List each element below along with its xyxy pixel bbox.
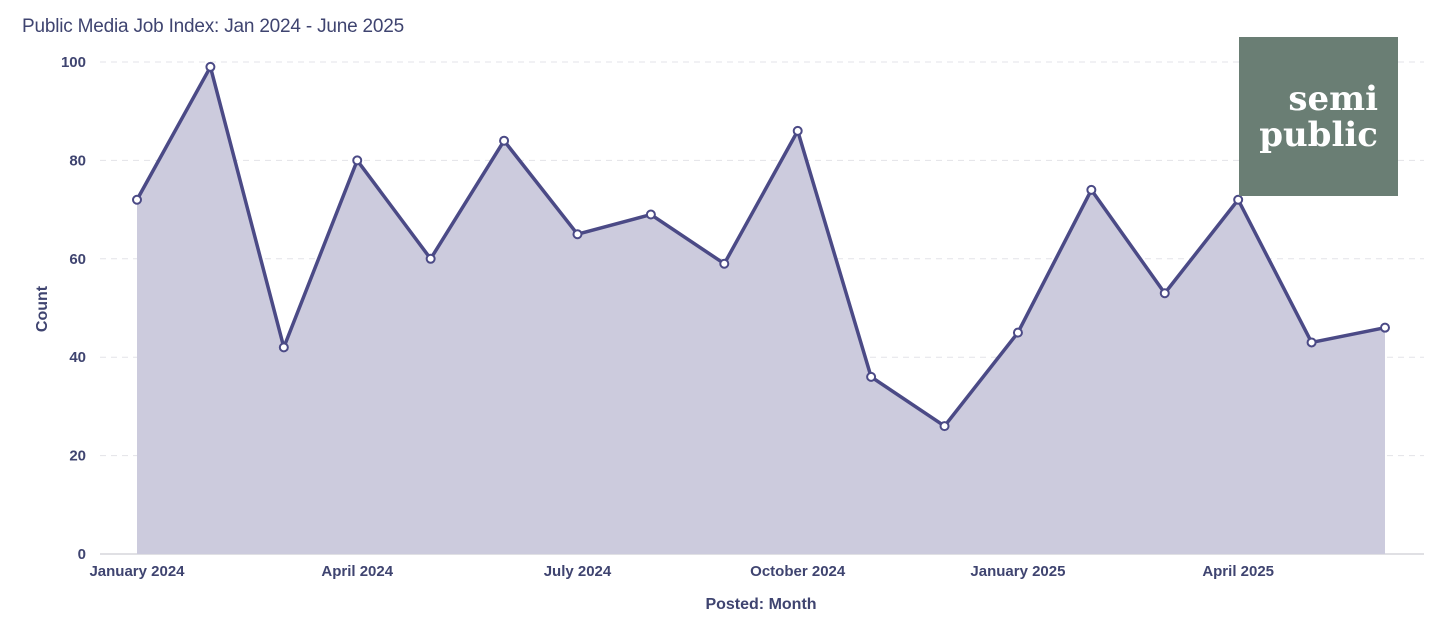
- data-point: [1380, 322, 1390, 333]
- x-axis-title: Posted: Month: [705, 596, 816, 613]
- data-point: [792, 125, 803, 136]
- x-tick-label: April 2024: [321, 563, 393, 580]
- data-point: [645, 209, 656, 220]
- data-point: [205, 61, 216, 72]
- y-tick-labels: 0 20 40 60 80 100: [61, 54, 86, 563]
- y-axis-title: Count: [34, 285, 51, 332]
- data-point: [866, 371, 877, 382]
- y-tick-label: 40: [69, 349, 86, 366]
- x-tick-labels: January 2024 April 2024 July 2024 October 2…: [89, 563, 1274, 580]
- data-point: [1159, 288, 1170, 299]
- data-point: [132, 194, 142, 205]
- x-tick-label: July 2024: [544, 563, 612, 580]
- data-point: [425, 253, 436, 264]
- data-point: [1233, 194, 1244, 205]
- y-tick-label: 0: [78, 546, 86, 563]
- x-tick-label: January 2024: [89, 563, 185, 580]
- logo-line-2: public: [1259, 114, 1378, 155]
- y-tick-label: 60: [69, 251, 86, 268]
- data-point: [499, 135, 510, 146]
- x-tick-label: April 2025: [1202, 563, 1274, 580]
- data-point: [572, 229, 583, 240]
- y-tick-label: 100: [61, 54, 86, 71]
- y-tick-label: 80: [69, 152, 86, 169]
- data-point: [1086, 184, 1097, 195]
- x-tick-label: January 2025: [970, 563, 1065, 580]
- data-point: [1306, 337, 1317, 348]
- data-point: [719, 258, 730, 269]
- chart-title: Public Media Job Index: Jan 2024 - June …: [22, 16, 405, 37]
- x-tick-label: October 2024: [750, 563, 846, 580]
- logo-line-1: semi: [1288, 78, 1378, 119]
- data-points: [132, 61, 1390, 432]
- area-fill: [137, 66, 1385, 555]
- y-tick-label: 20: [69, 448, 86, 465]
- data-point: [278, 342, 289, 353]
- semipublic-logo: semi public: [1239, 37, 1398, 196]
- data-point: [939, 421, 950, 432]
- data-point: [1012, 327, 1023, 338]
- data-point: [352, 155, 363, 166]
- series-line: [135, 65, 1386, 428]
